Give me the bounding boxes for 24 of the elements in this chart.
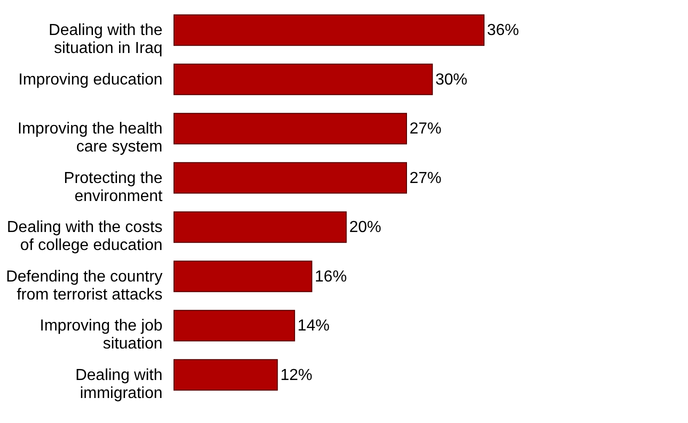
data-label: 27%: [410, 120, 442, 138]
bar: [174, 211, 347, 243]
y-tick-label: Dealing with the situation in Iraq: [48, 22, 163, 58]
data-label: 36%: [487, 22, 520, 40]
data-label: 12%: [280, 366, 312, 384]
bar: [174, 260, 312, 292]
y-tick-label: Improving education: [18, 71, 162, 88]
bar: [174, 14, 484, 46]
bar: [174, 64, 433, 96]
bar: [174, 310, 296, 342]
y-tick-label: Defending the country from terrorist attacks: [6, 268, 162, 304]
data-label: 20%: [349, 219, 382, 236]
data-label: 27%: [410, 170, 442, 187]
y-tick-label: Improving the job situation: [40, 318, 163, 353]
y-tick-label: Improving the health care system: [18, 120, 162, 156]
bar: [174, 359, 278, 391]
data-label: 30%: [435, 71, 468, 88]
data-label: 16%: [314, 268, 347, 286]
y-tick-label: Dealing with the costs of college education: [6, 219, 162, 254]
y-tick-label: Protecting the environment: [64, 170, 164, 205]
y-tick-label: Dealing with immigration: [75, 366, 162, 402]
bar: [174, 112, 407, 144]
data-label: 14%: [298, 318, 330, 335]
bar: [174, 162, 407, 194]
